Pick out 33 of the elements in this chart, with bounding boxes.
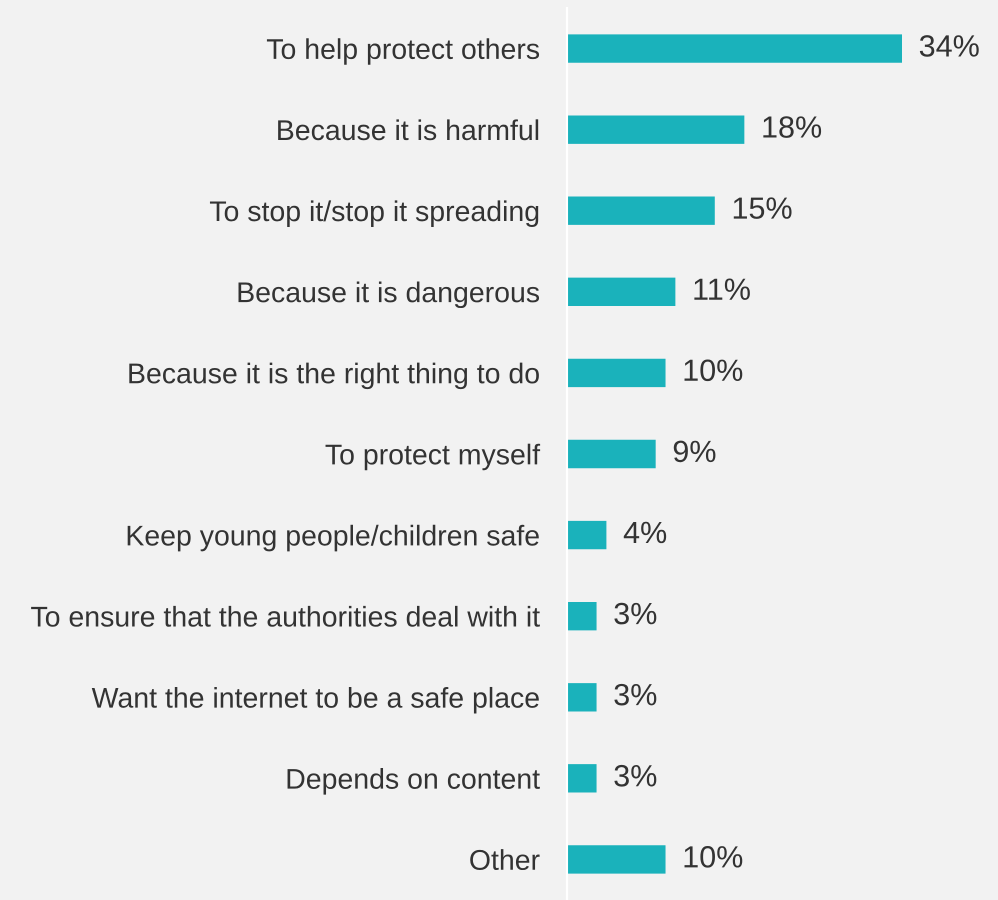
y-tick-label: To ensure that the authorities deal with it [31, 606, 540, 627]
data-label: 34% [920, 35, 979, 57]
y-tick-label: To protect myself [326, 444, 540, 470]
bar [567, 764, 597, 793]
y-tick-label: Because it is harmful [278, 119, 538, 140]
bar [567, 520, 606, 550]
data-label: 10% [684, 846, 742, 868]
bar [567, 440, 656, 468]
y-tick-label: Want the internet to be a safe place [92, 686, 539, 714]
bar [567, 34, 902, 63]
data-label: 9% [674, 440, 716, 462]
bar [567, 683, 597, 712]
y-tick-label: Other [470, 849, 540, 870]
y-tick-label: To stop it/stop it spreading [210, 200, 538, 227]
data-label: 15% [734, 197, 792, 219]
data-label: 3% [614, 764, 656, 787]
data-label: 3% [614, 684, 656, 706]
y-tick-label: Depends on content [288, 768, 540, 795]
data-label: 11% [694, 278, 750, 300]
y-tick-label: Because it is dangerous [238, 282, 540, 308]
bar [567, 115, 744, 144]
bar [567, 845, 666, 874]
bar [567, 602, 597, 630]
data-label: 10% [684, 359, 742, 382]
bar [567, 196, 715, 225]
data-label: 4% [624, 522, 666, 544]
bar [567, 358, 666, 388]
data-label: 18% [763, 116, 822, 138]
y-tick-label: Because it is the right thing to do [129, 362, 539, 390]
y-tick-label: To help protect others [266, 38, 540, 65]
bar [567, 278, 676, 306]
y-tick-label: Keep young people/children safe [128, 524, 539, 552]
data-label: 3% [614, 602, 656, 624]
